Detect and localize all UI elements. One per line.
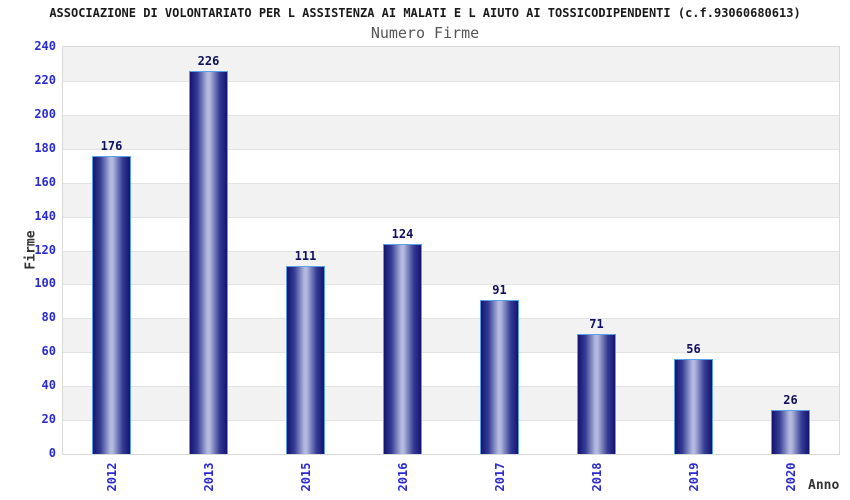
gridline: [63, 352, 839, 354]
gridline: [63, 80, 839, 82]
plot-stripe: [63, 216, 839, 251]
bar: [674, 359, 713, 454]
gridline: [63, 318, 839, 320]
gridline: [63, 284, 839, 286]
plot-stripe: [63, 250, 839, 285]
plot-stripe: [63, 352, 839, 387]
bar: [480, 300, 519, 454]
bar-value-label: 91: [492, 283, 507, 297]
bar-value-label: 226: [197, 54, 220, 68]
x-tick-label: 2019: [686, 462, 701, 492]
bar-value-label: 71: [589, 317, 604, 331]
plot-stripe: [63, 386, 839, 421]
y-tick-label: 20: [41, 412, 56, 427]
y-tick-label: 240: [34, 39, 56, 53]
x-tick-label: 2017: [492, 462, 507, 492]
bar-value-label: 56: [686, 342, 701, 356]
x-tick-label: 2020: [783, 462, 798, 492]
bar-value-label: 176: [100, 139, 123, 153]
y-tick-label: 160: [34, 174, 56, 189]
gridline: [63, 386, 839, 388]
plot-stripe: [63, 80, 839, 115]
x-tick-label: 2018: [589, 462, 604, 492]
bar-value-label: 111: [294, 249, 317, 263]
chart-subtitle: Numero Firme: [370, 24, 480, 42]
x-tick-label: 2016: [395, 462, 410, 492]
y-tick-label: 180: [34, 140, 56, 155]
bar: [92, 156, 131, 454]
bar: [286, 266, 325, 454]
plot-stripe: [63, 420, 839, 454]
plot-stripe: [63, 182, 839, 217]
y-tick-label: 100: [34, 276, 56, 291]
y-tick-label: 60: [41, 344, 56, 359]
x-tick-label: 2012: [104, 462, 119, 492]
gridline: [63, 114, 839, 116]
gridline: [63, 420, 839, 422]
bar: [189, 71, 228, 454]
y-tick-label: 200: [34, 106, 56, 121]
y-tick-label: 220: [34, 72, 56, 87]
bar-value-label: 26: [783, 393, 798, 407]
plot-stripe: [63, 148, 839, 183]
bar-value-label: 124: [391, 227, 414, 241]
chart-title: ASSOCIAZIONE DI VOLONTARIATO PER L ASSIS…: [49, 6, 801, 20]
y-tick-label: 140: [34, 208, 56, 223]
gridline: [63, 250, 839, 252]
plot-area: 176 226 111 124 91 71 56 26: [62, 46, 840, 455]
bar: [771, 410, 810, 454]
y-axis-title: Firme: [23, 230, 39, 270]
gridline: [63, 182, 839, 184]
plot-stripe: [63, 284, 839, 319]
bar: [577, 334, 616, 454]
x-tick-label: 2013: [201, 462, 216, 492]
x-axis-title: Anno: [808, 478, 840, 493]
gridline: [63, 216, 839, 218]
gridline: [63, 148, 839, 150]
y-tick-label: 120: [34, 242, 56, 257]
bar: [383, 244, 422, 454]
y-tick-label: 0: [48, 446, 56, 460]
plot-stripe: [63, 114, 839, 149]
x-tick-label: 2015: [298, 462, 313, 492]
y-tick-label: 40: [41, 378, 56, 393]
y-tick-label: 80: [41, 310, 56, 325]
